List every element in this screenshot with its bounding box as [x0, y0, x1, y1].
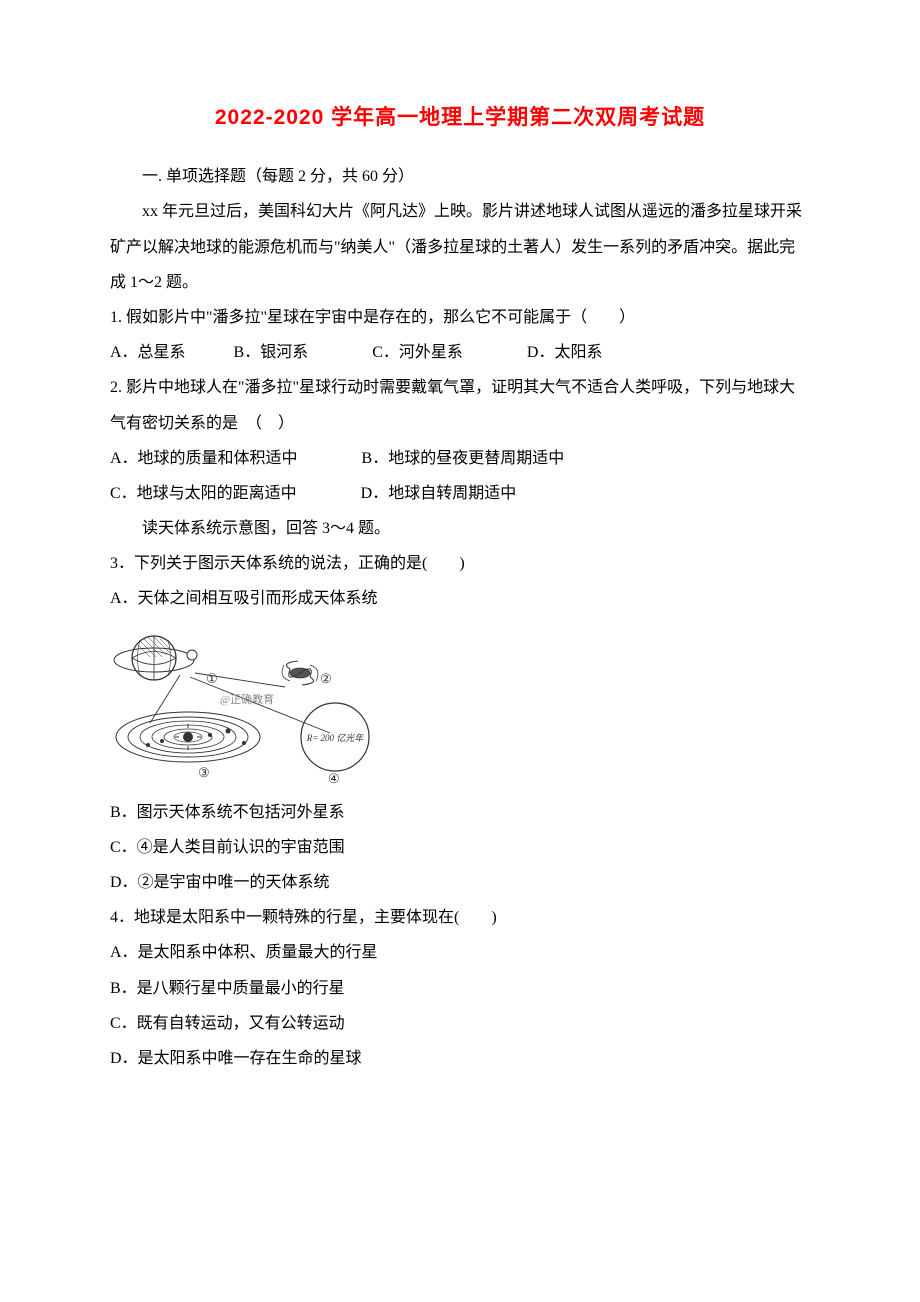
q3-option-c: C．④是人类目前认识的宇宙范围 [110, 830, 810, 865]
q2-options-line1: A．地球的质量和体积适中 B．地球的昼夜更替周期适中 [110, 441, 810, 476]
q4-option-b: B．是八颗行星中质量最小的行星 [110, 971, 810, 1006]
universe-icon: R= 200 亿光年 [301, 703, 369, 771]
q1-options: A．总星系 B．银河系 C．河外星系 D．太阳系 [110, 335, 810, 370]
q3-option-a: A．天体之间相互吸引而形成天体系统 [110, 581, 810, 616]
q3-option-b: B．图示天体系统不包括河外星系 [110, 795, 810, 830]
q2-options-line2: C．地球与太阳的距离适中 D．地球自转周期适中 [110, 476, 810, 511]
q2-stem: 2. 影片中地球人在"潘多拉"星球行动时需要戴氧气罩，证明其大气不适合人类呼吸，… [110, 370, 810, 440]
solar-system-icon [116, 712, 260, 762]
q4-option-d: D．是太阳系中唯一存在生命的星球 [110, 1041, 810, 1076]
q4-option-a: A．是太阳系中体积、质量最大的行星 [110, 935, 810, 970]
label-3: ③ [198, 765, 210, 780]
passage-1: xx 年元旦过后，美国科幻大片《阿凡达》上映。影片讲述地球人试图从遥远的潘多拉星… [110, 194, 810, 300]
galaxy-icon [282, 661, 318, 685]
celestial-system-diagram: ① ② @正确教育 [110, 625, 388, 785]
q1-stem: 1. 假如影片中"潘多拉"星球在宇宙中是存在的，那么它不可能属于（ ） [110, 300, 810, 335]
q3-stem: 3．下列关于图示天体系统的说法，正确的是( ) [110, 546, 810, 581]
q4-stem: 4．地球是太阳系中一颗特殊的行星，主要体现在( ) [110, 900, 810, 935]
passage-2: 读天体系统示意图，回答 3～4 题。 [110, 511, 810, 546]
section-heading: 一. 单项选择题（每题 2 分，共 60 分） [110, 159, 810, 194]
earth-moon-icon [114, 636, 197, 680]
q3-option-d: D．②是宇宙中唯一的天体系统 [110, 865, 810, 900]
document-title: 2022-2020 学年高一地理上学期第二次双周考试题 [110, 95, 810, 141]
watermark-text: @正确教育 [220, 692, 274, 706]
label-4: ④ [328, 771, 340, 785]
radius-label: R= 200 亿光年 [306, 733, 365, 743]
label-2: ② [320, 671, 332, 686]
q4-option-c: C．既有自转运动，又有公转运动 [110, 1006, 810, 1041]
